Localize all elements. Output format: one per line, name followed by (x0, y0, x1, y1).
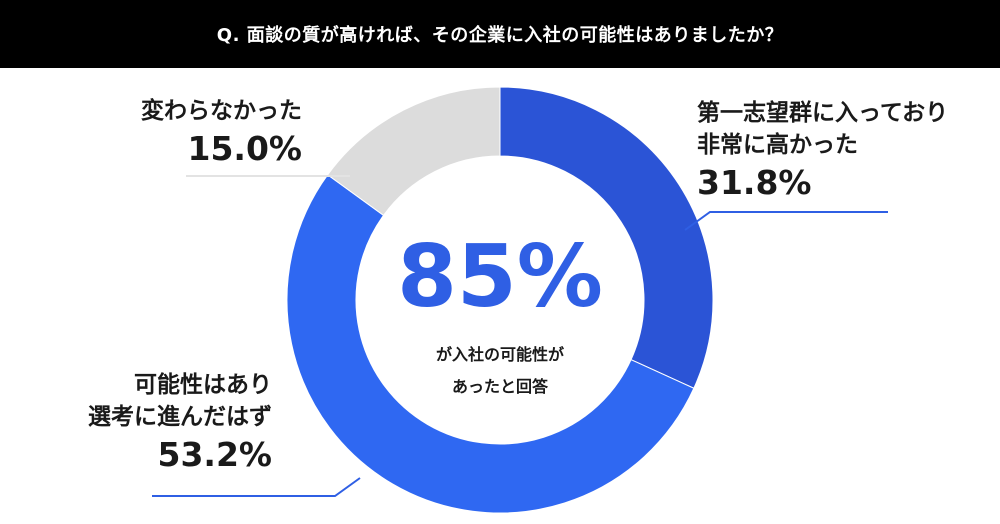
slice-value-first-choice: 31.8% (697, 163, 812, 202)
question-header: Q. 面談の質が高ければ、その企業に入社の可能性はありましたか？ (0, 0, 1000, 68)
slice-possible (286, 174, 695, 514)
center-caption-line2: あったと回答 (452, 377, 549, 396)
question-title: Q. 面談の質が高ければ、その企業に入社の可能性はありましたか？ (216, 25, 784, 46)
center-value: 85% (397, 227, 603, 327)
slice-label-unchanged-line1: 変わらなかった (141, 97, 302, 124)
slice-unchanged (326, 86, 501, 217)
leader-lines (152, 175, 888, 497)
slice-label-first-choice-line2: 非常に高かった (697, 131, 858, 158)
slice-label-possible-line1: 可能性はあり (134, 371, 272, 398)
slice-label-first-choice-line1: 第一志望群に入っており (697, 99, 948, 126)
slice-first-choice (499, 86, 714, 389)
slice-value-possible: 53.2% (158, 435, 273, 474)
leader-line-possible (152, 477, 361, 497)
slice-label-possible-line2: 選考に進んだはず (88, 404, 272, 430)
donut-slices (286, 86, 714, 514)
center-caption-line1: が入社の可能性が (436, 345, 564, 364)
slice-value-unchanged: 15.0% (188, 129, 303, 168)
leader-line-first-choice (684, 211, 888, 231)
